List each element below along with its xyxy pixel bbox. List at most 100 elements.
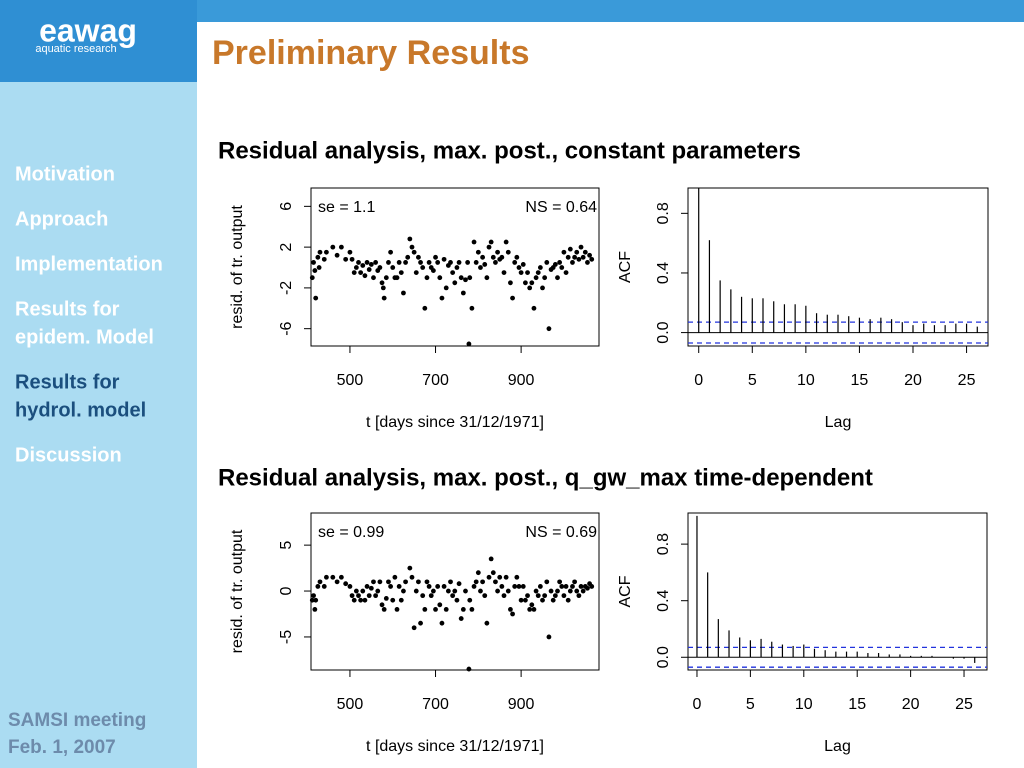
data-point [394,275,400,281]
data-point [499,584,505,589]
data-point [582,249,588,255]
data-point [366,267,372,272]
data-point [469,607,475,612]
data-point [542,275,548,281]
data-point [466,341,472,347]
data-point [565,254,571,260]
data-point [473,579,479,585]
data-point [518,270,524,276]
data-point [576,593,582,599]
data-point [565,597,571,603]
y-tick-label: 2 [278,243,295,252]
data-point [366,593,372,599]
nav-item[interactable]: Motivation [15,163,115,185]
data-point [368,262,374,267]
data-point [433,607,438,612]
data-point [458,616,464,621]
data-point [570,584,575,589]
data-point [388,584,393,589]
data-point [321,584,327,589]
data-point [398,597,404,603]
data-point [478,588,483,594]
nav-item[interactable]: Results for [15,298,120,320]
logo-box [0,0,197,82]
data-point [424,579,430,585]
data-point [587,252,592,258]
data-point [405,254,411,260]
x-axis-label: Lag [824,738,851,755]
data-point [413,270,419,276]
data-point [486,244,492,250]
data-point [475,570,481,576]
data-point [353,588,359,594]
data-point [580,588,586,594]
x-tick-label: 15 [848,696,866,713]
data-point [484,275,490,281]
data-point [567,246,573,252]
data-point [531,607,537,612]
data-point [401,290,406,296]
data-point [441,584,447,589]
data-point [430,588,436,594]
nav-item[interactable]: Approach [15,208,108,230]
data-point [317,249,323,255]
data-point [353,265,359,270]
annotation: se = 1.1 [318,199,375,216]
data-point [441,256,447,262]
data-point [411,625,417,631]
data-point [522,597,528,603]
data-point [312,607,318,612]
data-point [533,275,539,281]
data-point [351,270,357,276]
nav-item[interactable]: epidem. Model [15,326,154,348]
nav-item[interactable]: Results for [15,371,120,393]
data-point [555,588,560,594]
data-point [311,260,316,265]
data-point [488,556,494,562]
data-point [403,260,408,265]
data-point [381,295,387,301]
footer: Feb. 1, 2007 [8,737,116,758]
data-point [373,260,379,265]
data-point [501,270,507,276]
data-point [458,275,464,281]
nav-item[interactable]: Implementation [15,253,163,275]
data-point [546,326,552,332]
data-point [321,256,327,262]
data-point [330,574,336,580]
data-point [529,280,535,286]
data-point [454,597,460,603]
data-point [490,570,496,576]
data-point [490,254,496,260]
data-point [576,256,582,262]
data-point [570,260,575,265]
data-point [360,588,366,594]
x-tick-label: 10 [795,696,813,713]
data-point [343,256,349,262]
data-point [572,579,578,585]
data-point [430,268,436,273]
data-point [548,588,554,594]
data-point [396,260,402,265]
data-point [362,597,368,603]
data-point [471,239,477,245]
data-point [497,574,503,580]
data-point [544,260,550,265]
data-point [525,593,530,599]
data-point [574,588,580,594]
data-point [428,593,434,599]
annotation: se = 0.99 [318,524,384,541]
y-tick-label: 0.8 [655,202,672,224]
data-point [508,607,513,612]
data-point [557,260,563,265]
data-point [550,597,556,603]
y-tick-label: -5 [278,630,295,644]
nav-item[interactable]: hydrol. model [15,399,146,421]
nav-item[interactable]: Discussion [15,444,122,466]
data-point [465,260,471,265]
data-point [373,593,379,599]
data-point [381,607,387,612]
data-point [503,574,509,580]
data-point [313,597,319,603]
